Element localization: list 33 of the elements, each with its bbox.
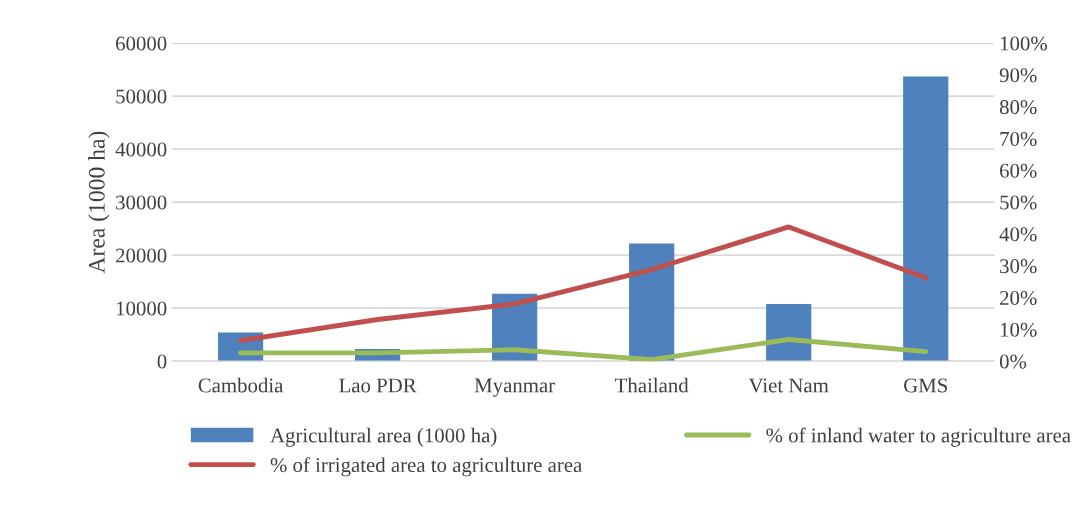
x-tick-label: Myanmar	[474, 378, 555, 397]
y2-tick-label: 30%	[1000, 259, 1037, 274]
line-series	[238, 224, 929, 343]
y2-tick-label: 40%	[999, 227, 1037, 242]
y2-tick-label: 80%	[999, 100, 1037, 115]
y-tick-label: 60000	[116, 36, 167, 51]
legend-label: % of irrigated area to agriculture area	[270, 457, 583, 477]
y-tick-label: 0	[157, 354, 167, 369]
y-axis-title: Area (1000 ha)	[88, 131, 110, 274]
y2-tick-label: 100%	[1000, 36, 1048, 51]
y2-tick-label: 20%	[1000, 290, 1037, 306]
y2-tick-label: 0%	[999, 354, 1027, 369]
x-tick-label: Thailand	[615, 377, 689, 393]
y2-tick-label: 50%	[1000, 195, 1037, 210]
y2-tick-label: 60%	[1000, 163, 1037, 178]
y2-tick-label: 70%	[1000, 131, 1037, 147]
line-series	[238, 337, 929, 362]
x-tick-label: GMS	[904, 378, 948, 393]
y-tick-label: 40000	[115, 142, 167, 157]
x-tick-label: Viet Nam	[748, 378, 829, 393]
y-tick-label: 10000	[116, 301, 167, 316]
legend-label: Agricultural area (1000 ha)	[270, 427, 497, 447]
x-tick-label: Cambodia	[198, 377, 284, 393]
bar	[766, 303, 812, 362]
y2-tick-label: 10%	[1000, 322, 1037, 337]
y-tick-label: 30000	[116, 195, 167, 210]
bar	[629, 243, 675, 362]
y-tick-label: 50000	[116, 89, 167, 104]
legend-label: % of inland water to agriculture area	[766, 427, 1071, 447]
y-tick-label: 20000	[116, 248, 167, 263]
x-tick-label: Lao PDR	[339, 378, 417, 393]
y2-tick-label: 90%	[999, 68, 1037, 83]
bar	[903, 76, 949, 362]
